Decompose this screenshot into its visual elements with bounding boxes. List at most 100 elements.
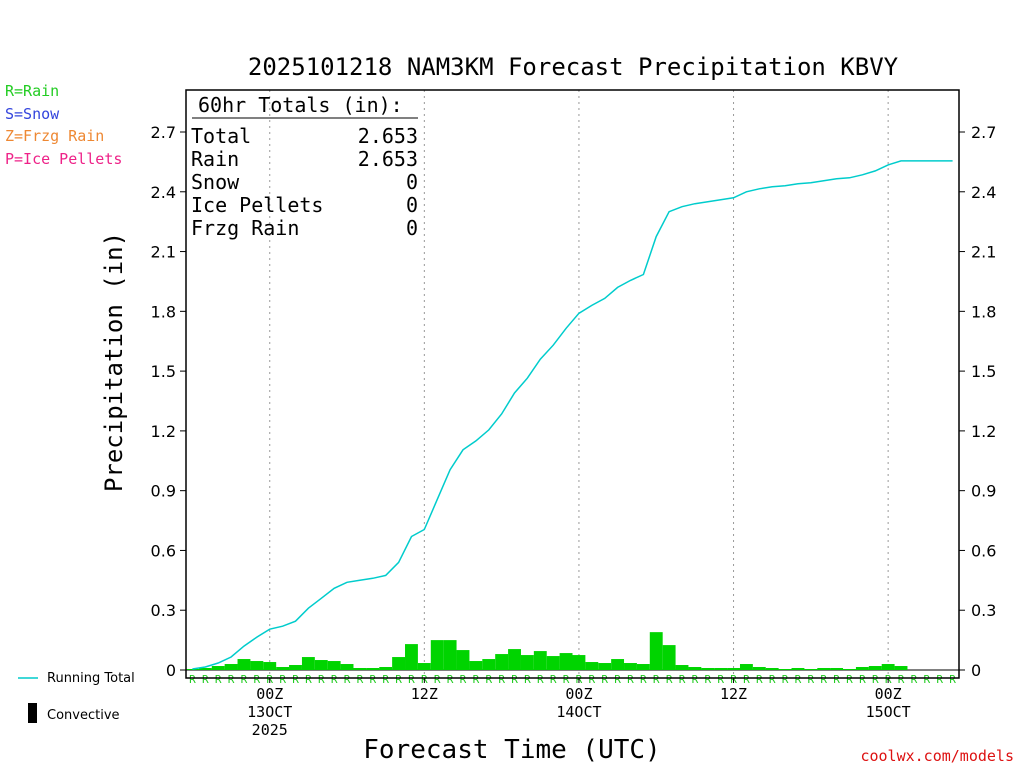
precip-bar [276,667,290,670]
precip-bar [533,651,547,670]
precip-bar [765,668,779,670]
precip-type-code: R [846,673,853,686]
precip-type-code: R [563,673,570,686]
precip-type-code: R [769,673,776,686]
precip-bar [701,668,715,670]
precip-bar [791,668,805,670]
x-tick-label: 2025 [252,721,288,739]
precip-bar [662,645,676,670]
x-tick-label: 13OCT [247,703,292,721]
precip-bar [392,657,406,670]
precip-bar [843,669,856,670]
y-tick-label-right: 2.1 [971,243,996,262]
precip-bar [546,656,560,670]
precip-type-code: R [949,673,956,686]
precip-bar [817,668,831,670]
precip-bar [224,664,238,670]
precip-type-code: R [305,673,312,686]
precip-type-code: R [292,673,299,686]
x-tick-label: 14OCT [556,703,601,721]
y-tick-label-right: 1.5 [971,362,996,381]
precip-bar [675,665,689,670]
y-tick-label-left: 1.2 [151,422,176,441]
precip-type-code: R [782,673,789,686]
precip-type-code: R [537,673,544,686]
legend-convective-swatch [28,703,37,723]
y-tick-label-left: 0.9 [151,482,176,501]
legend-convective-label: Convective [47,708,120,723]
x-tick-label: 00Z [875,685,902,703]
precip-type-code: R [434,673,441,686]
totals-label-ice-pellets: Ice Pellets [191,193,323,217]
y-axis-label: Precipitation (in) [100,232,128,492]
type-legend-frzg-rain: Z=Frzg Rain [5,127,104,145]
precip-type-code: R [743,673,750,686]
precip-type-code: R [898,673,905,686]
precip-type-code: R [692,673,699,686]
y-tick-label-right: 0 [971,661,981,680]
precip-bar [881,664,895,670]
totals-label-snow: Snow [191,170,240,194]
precip-type-code: R [369,673,376,686]
totals-value-ice-pellets: 0 [406,193,418,217]
totals-box: 60hr Totals (in): Total 2.653 Rain 2.653… [191,93,418,240]
precip-bar [198,668,212,670]
precip-bar [804,669,818,670]
precip-bar [778,669,792,670]
precip-type-code: R [395,673,402,686]
precip-bar [868,666,882,670]
y-tick-label-right: 1.2 [971,422,996,441]
precip-bar [366,668,380,670]
precip-type-code: R [614,673,621,686]
precip-type-code: R [679,673,686,686]
precip-type-code: R [344,673,351,686]
precip-bar [482,659,496,670]
series-legend: Running Total Convective [18,671,135,723]
y-tick-label-right: 2.4 [971,183,996,202]
precip-bar [649,632,663,670]
precip-type-code: R [382,673,389,686]
y-tick-label-right: 0.3 [971,601,996,620]
precip-bar [495,654,509,670]
precip-bar [739,664,753,670]
hourly-bars [186,632,908,670]
precip-bar [611,659,625,670]
precip-bar [585,662,599,670]
precip-type-code: R [756,673,763,686]
precip-type-code: R [820,673,827,686]
precip-type-legend: R=Rain S=Snow Z=Frzg Rain P=Ice Pellets [5,82,122,168]
precip-type-code: R [640,673,647,686]
precip-type-code: R [473,673,480,686]
x-tick-label: 12Z [411,685,438,703]
totals-value-total: 2.653 [358,124,418,148]
precip-bar [727,668,740,670]
y-tick-label-left: 1.5 [151,362,176,381]
precip-bar [301,657,315,670]
chart-title: 2025101218 NAM3KM Forecast Precipitation… [248,53,899,81]
precip-bar [598,663,612,670]
precip-bar [559,653,573,670]
precip-bar [379,667,393,670]
x-tick-label: 00Z [256,685,283,703]
precip-bar [263,662,277,670]
type-legend-snow: S=Snow [5,105,60,123]
precip-bar [572,655,586,670]
credit-text: coolwx.com/models [860,747,1014,765]
precip-type-code: R [215,673,222,686]
y-tick-label-right: 1.8 [971,302,996,321]
precip-type-code: R [357,673,364,686]
precip-type-code: R [872,673,879,686]
precip-type-code: R [589,673,596,686]
precip-type-code: R [808,673,815,686]
running-total-polyline [192,160,953,670]
precip-type-code: R [795,673,802,686]
y-tick-label-left: 2.7 [151,123,176,142]
precip-type-code: R [202,673,209,686]
precip-bar [340,664,354,670]
precip-type-code: R [408,673,415,686]
precip-type-code: R [833,673,840,686]
precip-type-code: R [524,673,531,686]
precip-type-code: R [717,673,724,686]
precip-type-code: R [627,673,634,686]
x-tick-label: 12Z [720,685,747,703]
